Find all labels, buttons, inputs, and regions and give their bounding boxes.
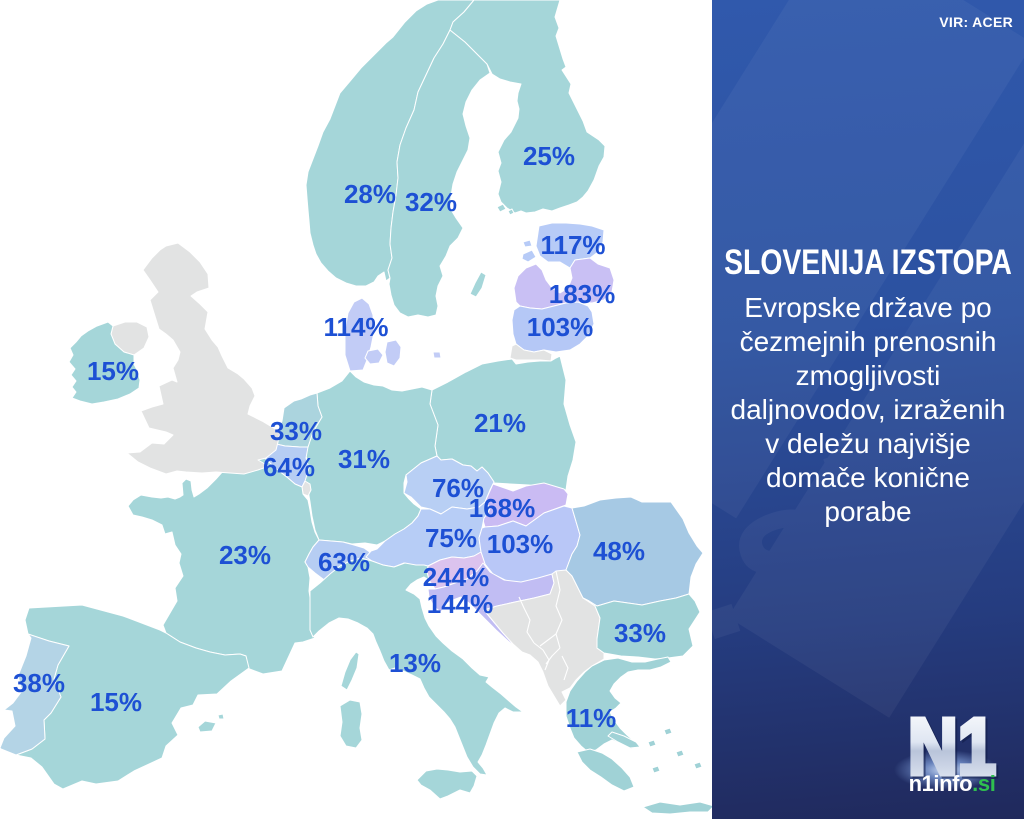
svg-text:21%: 21% [474, 408, 526, 438]
svg-text:38%: 38% [13, 668, 65, 698]
svg-text:76%: 76% [432, 473, 484, 503]
svg-text:48%: 48% [593, 536, 645, 566]
svg-text:N1: N1 [910, 704, 998, 793]
svg-text:25%: 25% [523, 141, 575, 171]
svg-text:168%: 168% [469, 493, 536, 523]
svg-text:183%: 183% [549, 279, 616, 309]
svg-text:244%: 244% [423, 562, 490, 592]
svg-text:15%: 15% [90, 687, 142, 717]
svg-text:28%: 28% [344, 179, 396, 209]
svg-text:117%: 117% [540, 230, 605, 260]
svg-text:75%: 75% [425, 523, 477, 553]
svg-text:n1info.si: n1info.si [909, 771, 996, 796]
svg-text:N1: N1 [908, 702, 996, 791]
svg-text:103%: 103% [487, 529, 554, 559]
svg-text:103%: 103% [527, 312, 594, 342]
svg-text:13%: 13% [389, 648, 441, 678]
svg-text:31%: 31% [338, 444, 390, 474]
svg-text:11%: 11% [566, 703, 617, 733]
svg-text:144%: 144% [427, 589, 494, 619]
svg-text:114%: 114% [323, 312, 388, 342]
svg-text:23%: 23% [219, 540, 271, 570]
svg-text:63%: 63% [318, 547, 370, 577]
svg-text:32%: 32% [405, 187, 457, 217]
svg-text:33%: 33% [614, 618, 666, 648]
svg-text:33%: 33% [270, 416, 322, 446]
svg-text:64%: 64% [263, 452, 315, 482]
svg-text:15%: 15% [87, 356, 139, 386]
